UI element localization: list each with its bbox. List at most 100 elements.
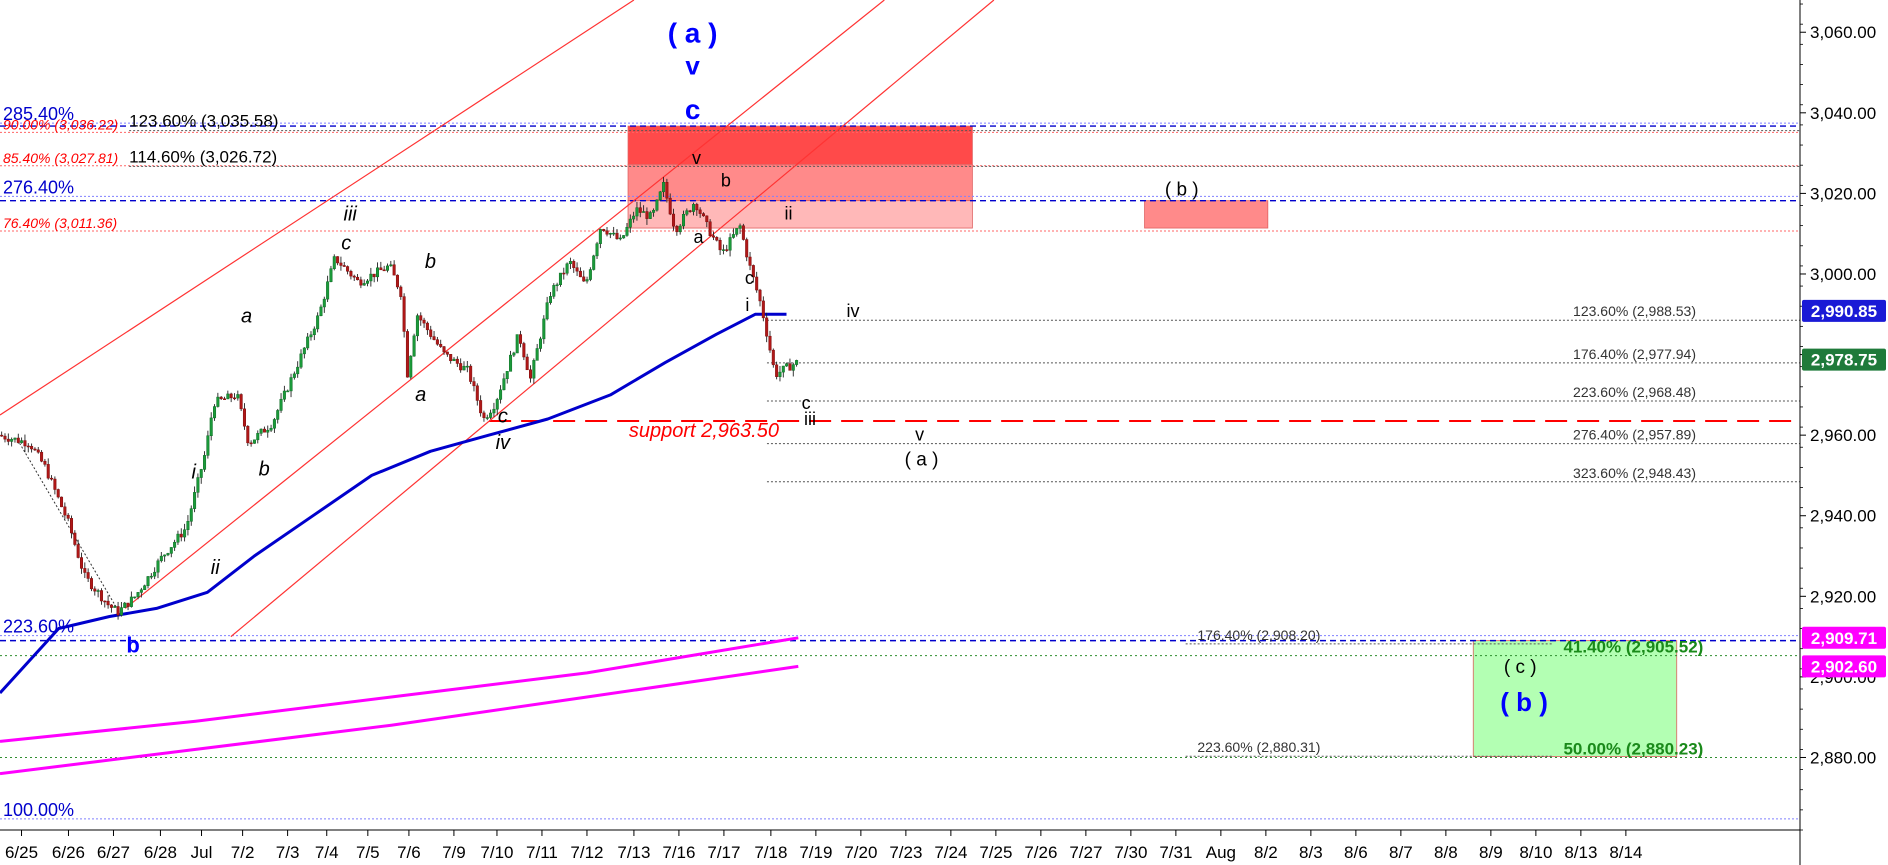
- date-tick-label-2: 6/27: [97, 843, 130, 862]
- date-tick-label-1: 6/26: [52, 843, 85, 862]
- target-label-7: 176.40% (2,908.20): [1197, 627, 1320, 643]
- candle-body-153: [509, 354, 513, 372]
- candle-body-225: [748, 256, 752, 266]
- price-badge-label-1: 2,978.75: [1811, 351, 1877, 370]
- candle-body-105: [349, 271, 353, 277]
- candle-body-163: [542, 318, 546, 340]
- zone-3: [1144, 200, 1269, 229]
- candle-body-68: [226, 393, 230, 400]
- date-tick-label-13: 7/12: [570, 843, 603, 862]
- candle-body-93: [309, 334, 313, 338]
- channel-layer: [0, 0, 995, 638]
- channel-line-2: [230, 0, 995, 638]
- date-tick-label-34: 8/10: [1519, 843, 1552, 862]
- candle-body-200: [665, 182, 669, 199]
- candle-body-212: [705, 215, 709, 223]
- date-tick-label-32: 8/8: [1434, 843, 1458, 862]
- candle-body-109: [362, 283, 366, 286]
- candle-body-186: [618, 237, 622, 240]
- price-badge-3: [1802, 655, 1886, 678]
- candle-body-235: [781, 365, 785, 373]
- candle-body-155: [515, 334, 519, 354]
- wave-label-5: a: [693, 227, 704, 247]
- candle-body-86: [286, 390, 290, 393]
- wave-label-14: ( b ): [1165, 179, 1199, 200]
- candle-body-126: [419, 315, 423, 321]
- candle-body-170: [565, 263, 569, 274]
- candle-body-123: [409, 355, 413, 378]
- date-tick-label-7: 7/4: [315, 843, 339, 862]
- candle-body-137: [455, 358, 459, 364]
- candle-body-36: [119, 607, 123, 616]
- price-badge-1: [1802, 348, 1886, 371]
- candle-body-111: [369, 273, 373, 282]
- price-tick-label-8: 3,040.00: [1810, 104, 1876, 123]
- wave-label-27: b: [126, 633, 139, 658]
- wave-label-2: c: [685, 94, 701, 125]
- candle-body-207: [688, 210, 692, 212]
- candle-body-88: [292, 373, 296, 378]
- candle-body-150: [499, 389, 503, 400]
- wave-label-22: iv: [496, 432, 511, 454]
- candle-body-144: [479, 400, 483, 414]
- candle-body-97: [322, 298, 326, 308]
- price-badge-label-0: 2,990.85: [1811, 302, 1877, 321]
- candle-body-90: [299, 353, 303, 368]
- candle-body-22: [73, 532, 77, 545]
- candle-body-132: [439, 343, 443, 347]
- candle-body-108: [359, 279, 363, 286]
- channel-line-1: [124, 0, 885, 609]
- wave-label-20: a: [241, 305, 252, 327]
- date-tick-label-17: 7/18: [754, 843, 787, 862]
- candle-body-10: [33, 448, 37, 451]
- candle-body-89: [296, 366, 300, 375]
- candle-body-237: [788, 363, 792, 371]
- candle-body-143: [475, 385, 479, 401]
- candle-body-31: [103, 600, 107, 603]
- left-level-label-1: 90.00% (3,036.22): [3, 116, 118, 132]
- candle-body-208: [691, 204, 695, 212]
- candle-body-77: [256, 433, 260, 441]
- price-tick-label-7: 3,020.00: [1810, 184, 1876, 203]
- candle-body-187: [622, 235, 626, 239]
- candle-body-99: [329, 268, 333, 282]
- date-tick-label-6: 7/3: [276, 843, 300, 862]
- candle-body-176: [585, 279, 589, 282]
- date-tick-label-3: 6/28: [144, 843, 177, 862]
- candle-body-189: [628, 218, 632, 228]
- date-tick-label-27: Aug: [1206, 843, 1236, 862]
- series-line-0: [0, 312, 787, 695]
- wave-label-1: v: [685, 51, 700, 81]
- zone-2: [627, 200, 973, 229]
- candle-body-42: [139, 589, 143, 593]
- target-label-2: 123.60% (2,988.53): [1573, 303, 1696, 319]
- candle-body-231: [768, 335, 772, 351]
- wave-label-13: ( a ): [905, 449, 939, 470]
- candle-body-83: [276, 410, 280, 420]
- candle-body-53: [176, 533, 180, 543]
- candle-body-217: [721, 249, 725, 251]
- candle-body-199: [662, 182, 666, 193]
- candle-body-154: [512, 352, 516, 356]
- date-tick-label-20: 7/23: [889, 843, 922, 862]
- candle-body-2: [6, 438, 10, 442]
- candle-body-84: [279, 398, 283, 411]
- candle-body-70: [232, 397, 236, 400]
- candle-body-1: [3, 435, 7, 440]
- candle-body-9: [30, 445, 34, 450]
- candle-body-114: [379, 267, 383, 271]
- candle-body-135: [449, 354, 453, 362]
- price-badge-0: [1802, 299, 1886, 322]
- candle-body-100: [332, 256, 336, 269]
- date-tick-label-8: 7/5: [356, 843, 380, 862]
- candle-body-179: [595, 243, 599, 257]
- candle-body-173: [575, 267, 579, 272]
- candle-body-201: [668, 197, 672, 215]
- candle-body-103: [342, 265, 346, 267]
- candle-body-41: [136, 592, 140, 598]
- candle-body-45: [149, 575, 153, 578]
- left-level-label-3: 276.40%: [3, 177, 74, 197]
- candle-body-64: [213, 406, 217, 419]
- date-tick-label-29: 8/3: [1299, 843, 1323, 862]
- target-label-8: 223.60% (2,880.31): [1197, 739, 1320, 755]
